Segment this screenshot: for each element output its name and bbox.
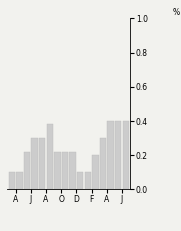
Bar [69,152,76,189]
Bar [47,125,53,189]
Bar [77,172,83,189]
Bar [100,138,106,189]
Bar [31,138,38,189]
Bar [39,138,45,189]
Bar [107,121,114,189]
Y-axis label: % change: % change [173,8,181,17]
Bar [24,152,30,189]
Bar [62,152,68,189]
Bar [92,155,99,189]
Bar [123,121,129,189]
Bar [9,172,15,189]
Bar [54,152,61,189]
Bar [16,172,23,189]
Bar [85,172,91,189]
Bar [115,121,121,189]
